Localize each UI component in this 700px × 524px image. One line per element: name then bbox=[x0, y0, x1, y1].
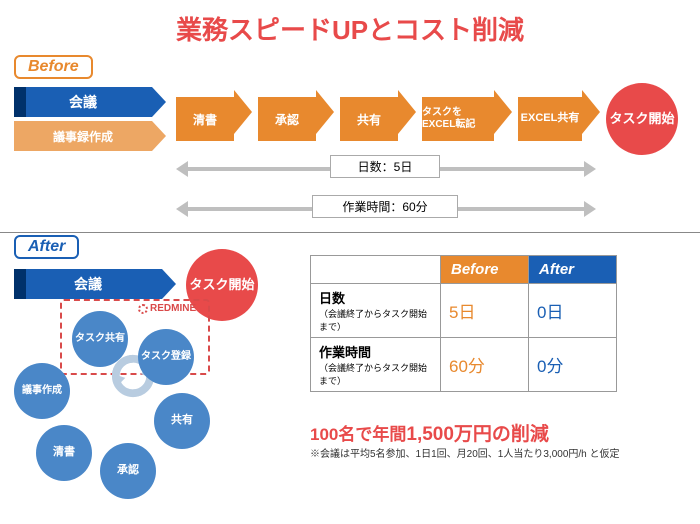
before-step-4: タスクをEXCEL転記 bbox=[422, 97, 494, 141]
bubble-clean: 清書 bbox=[36, 425, 92, 481]
bubble-minutes: 議事作成 bbox=[14, 363, 70, 419]
table-row-days-after: 0日 bbox=[529, 284, 617, 338]
table-row-time-before: 60分 bbox=[441, 338, 529, 392]
page-title: 業務スピードUPとコスト削減 bbox=[0, 0, 700, 53]
before-step-3: 共有 bbox=[340, 97, 398, 141]
before-time-box: 作業時間：60分 bbox=[312, 195, 458, 218]
after-panel: After 会議 タスク開始 REDMINE タスク共有 タスク登録 議事作成 … bbox=[0, 233, 700, 513]
bubble-approve: 承認 bbox=[100, 443, 156, 499]
before-minutes-arrow: 議事録作成 bbox=[14, 121, 152, 151]
footnote: ※会議は平均5名参加、1日1回、月20回、1人当たり3,000円/h と仮定 bbox=[310, 445, 620, 460]
table-row-time-label: 作業時間（会議終了からタスク開始まで） bbox=[311, 338, 441, 392]
before-step-2: 承認 bbox=[258, 97, 316, 141]
table-col-before: Before bbox=[441, 256, 529, 284]
savings-text: 100名で年間1,500万円の削減 bbox=[310, 419, 549, 446]
table-row-days-before: 5日 bbox=[441, 284, 529, 338]
before-step-1: 清書 bbox=[176, 97, 234, 141]
before-label: Before bbox=[14, 55, 93, 79]
after-label: After bbox=[14, 235, 79, 259]
table-row-time-after: 0分 bbox=[529, 338, 617, 392]
bubble-task-share: タスク共有 bbox=[72, 311, 128, 367]
table-row-days-label: 日数（会議終了からタスク開始まで） bbox=[311, 284, 441, 338]
comparison-table: Before After 日数（会議終了からタスク開始まで） 5日 0日 作業時… bbox=[310, 255, 617, 392]
bubble-share: 共有 bbox=[154, 393, 210, 449]
before-days-box: 日数：5日 bbox=[330, 155, 440, 178]
before-step-5: EXCEL共有 bbox=[518, 97, 582, 141]
table-col-after: After bbox=[529, 256, 617, 284]
redmine-icon bbox=[138, 304, 148, 314]
before-meeting-arrow: 会議 bbox=[14, 87, 152, 117]
bubble-task-reg: タスク登録 bbox=[138, 329, 194, 385]
after-meeting-arrow: 会議 bbox=[14, 269, 162, 299]
before-result-circle: タスク開始 bbox=[606, 83, 678, 155]
before-panel: Before 会議 議事録作成 清書 承認 共有 タスクをEXCEL転記 EXC… bbox=[0, 53, 700, 233]
redmine-label: REDMINE bbox=[138, 303, 196, 314]
